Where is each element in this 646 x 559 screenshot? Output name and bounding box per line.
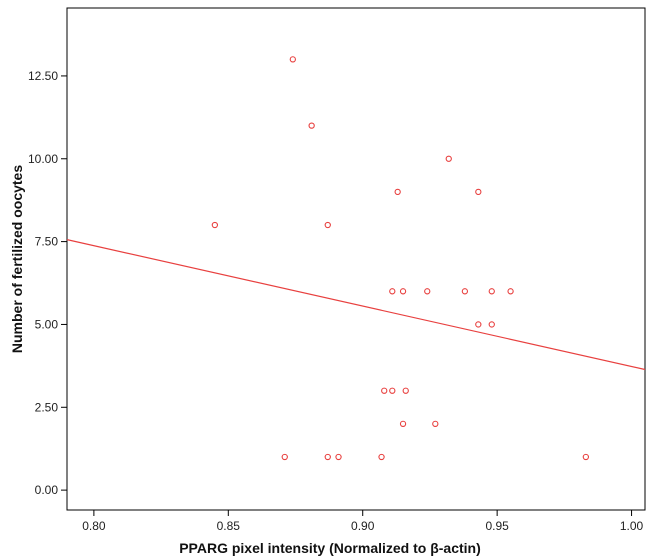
x-tick-label: 0.95 (485, 519, 509, 533)
data-point (389, 387, 396, 394)
data-point (461, 288, 469, 295)
x-tick-label: 0.85 (217, 519, 241, 533)
data-points-layer (211, 56, 590, 461)
data-point (488, 321, 495, 328)
data-point (394, 188, 401, 196)
data-point (402, 387, 409, 394)
data-point (335, 453, 342, 461)
y-tick-label: 0.00 (35, 483, 59, 497)
data-point (424, 288, 431, 295)
y-tick-label: 5.00 (35, 317, 59, 331)
data-point (211, 221, 219, 229)
y-tick-label: 12.50 (28, 69, 58, 83)
plot-area (66, 7, 646, 511)
y-tick-label: 7.50 (35, 235, 59, 249)
data-point (488, 288, 495, 295)
data-point (507, 288, 514, 295)
data-point (381, 387, 388, 394)
data-point (308, 122, 315, 129)
data-point (475, 188, 482, 196)
y-axis-ticks: 0.00 2.50 5.00 7.50 10.00 12.50 (28, 69, 67, 497)
x-tick-label: 0.80 (82, 519, 106, 533)
y-tick-label: 2.50 (35, 400, 59, 414)
x-axis-title: PPARG pixel intensity (Normalized to β-a… (179, 540, 481, 556)
fit-line-layer (66, 239, 646, 371)
x-tick-label: 1.00 (620, 519, 644, 533)
regression-fit-line (66, 239, 646, 371)
data-point (324, 221, 331, 229)
x-axis-ticks: 0.80 0.85 0.90 0.95 1.00 (82, 510, 644, 533)
data-point (289, 56, 296, 63)
data-point (281, 453, 288, 461)
data-point (582, 453, 590, 461)
data-point (324, 453, 331, 461)
data-point (378, 453, 385, 461)
data-point (445, 155, 452, 162)
y-tick-label: 10.00 (28, 152, 58, 166)
data-point (432, 420, 439, 427)
data-point (475, 321, 482, 328)
y-axis-title: Number of fertilized oocytes (9, 165, 25, 353)
x-tick-label: 0.90 (351, 519, 375, 533)
data-point (389, 288, 396, 295)
data-point (399, 288, 407, 295)
data-point (399, 420, 407, 427)
